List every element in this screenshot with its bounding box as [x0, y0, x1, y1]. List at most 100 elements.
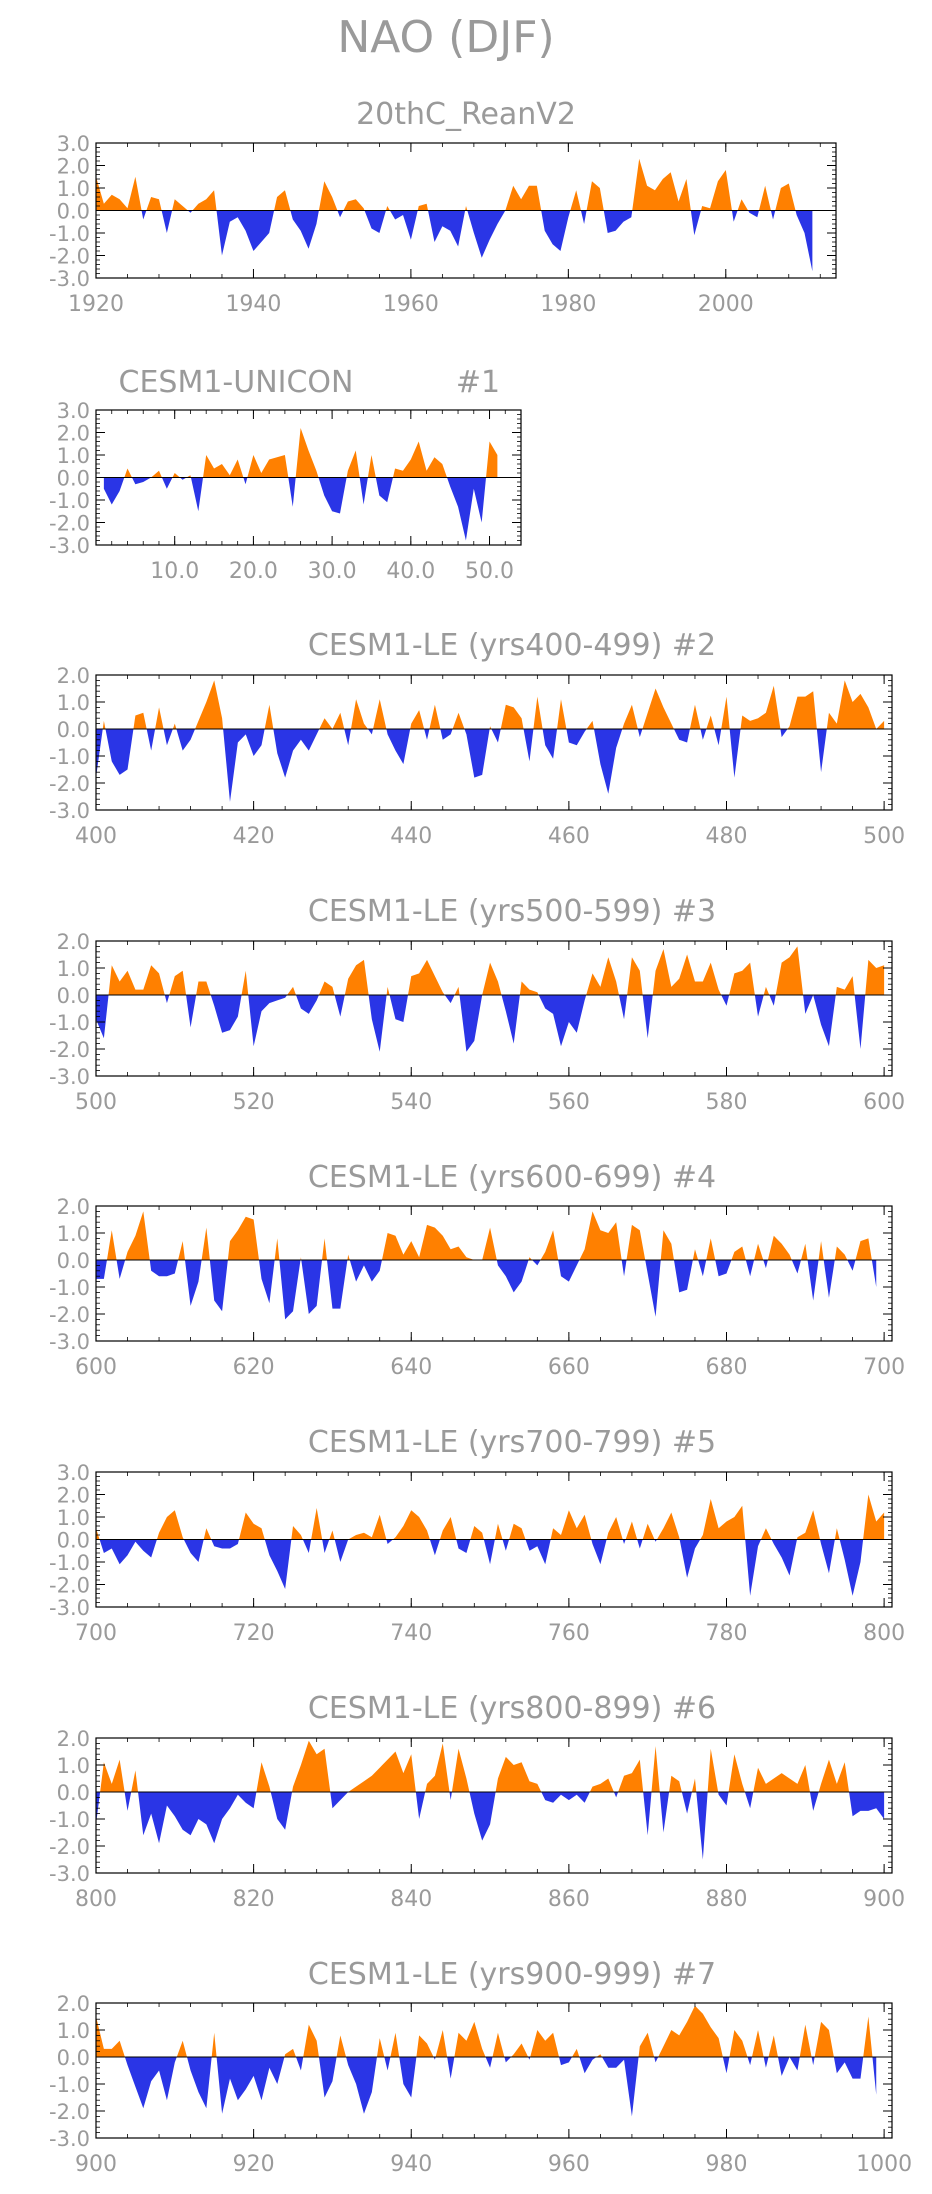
panel-tag: #1: [456, 365, 500, 400]
y-tick-label: 2.0: [57, 664, 90, 688]
positive-anomaly-area: [96, 158, 813, 211]
x-tick-label: 940: [390, 2152, 432, 2177]
y-tick-label: 0.0: [57, 718, 90, 742]
y-tick-label: 1.0: [57, 1222, 90, 1246]
x-tick-label: 800: [863, 1621, 905, 1646]
y-tick-label: 2.0: [57, 422, 90, 446]
y-tick-label: 2.0: [57, 1484, 90, 1508]
y-tick-label: -1.0: [49, 2073, 90, 2097]
negative-anomaly-area: [96, 210, 813, 272]
x-tick-label: 700: [75, 1621, 117, 1646]
y-tick-label: 3.0: [57, 399, 90, 423]
x-tick-label: 680: [705, 1355, 747, 1380]
y-tick-label: -1.0: [49, 745, 90, 769]
y-tick-label: 0.0: [57, 984, 90, 1008]
panel-title: CESM1-LE (yrs800-899) #6: [308, 1691, 716, 1726]
x-tick-label: 640: [390, 1355, 432, 1380]
negative-anomaly-area: [96, 1792, 885, 1860]
y-tick-label: 0.0: [57, 200, 90, 224]
y-tick-label: 1.0: [57, 957, 90, 981]
y-tick-label: -3.0: [49, 1330, 90, 1354]
y-tick-label: -2.0: [49, 245, 90, 269]
x-tick-label: 1920: [68, 292, 124, 317]
positive-anomaly-area: [103, 428, 498, 478]
panel-4: CESM1-LE (yrs500-599) #3 2.0 1.0 0.0 -1.0 -2.…: [49, 894, 905, 1115]
y-tick-label: 2.0: [57, 1992, 90, 2016]
y-tick-label: -3.0: [49, 267, 90, 291]
positive-anomaly-area: [96, 2005, 877, 2057]
plot-frame: [95, 1737, 893, 1874]
y-tick-label: -1.0: [49, 222, 90, 246]
y-tick-label: -1.0: [49, 1276, 90, 1300]
x-tick-label: 20.0: [229, 559, 278, 584]
negative-anomaly-area: [96, 1260, 877, 1320]
x-tick-label: 900: [863, 1887, 905, 1912]
x-tick-label: 620: [233, 1355, 275, 1380]
negative-anomaly-area: [96, 1539, 885, 1596]
x-tick-label: 800: [75, 1887, 117, 1912]
plot-frame: [95, 940, 893, 1077]
y-tick-label: 2.0: [57, 930, 90, 954]
y-tick-label: -1.0: [49, 1808, 90, 1832]
x-tick-label: 960: [548, 2152, 590, 2177]
x-tick-label: 820: [233, 1887, 275, 1912]
y-tick-label: 1.0: [57, 2019, 90, 2043]
y-tick-label: -3.0: [49, 534, 90, 558]
panel-1: 20thC_ReanV2 3.02.01.00.0-1.0-2.0-3.01920…: [49, 97, 837, 317]
x-tick-label: 540: [390, 1090, 432, 1115]
panel-title: CESM1-LE (yrs600-699) #4: [308, 1160, 716, 1195]
negative-anomaly-area: [103, 477, 498, 541]
y-tick-label: 1.0: [57, 691, 90, 715]
x-tick-label: 50.0: [465, 559, 514, 584]
y-tick-label: -3.0: [49, 1065, 90, 1089]
panel-title: CESM1-LE (yrs900-999) #7: [308, 1957, 716, 1992]
x-tick-label: 720: [233, 1621, 275, 1646]
y-tick-label: 0.0: [57, 467, 90, 491]
x-tick-label: 1980: [540, 292, 596, 317]
y-tick-label: 2.0: [57, 1727, 90, 1751]
negative-anomaly-area: [96, 2057, 877, 2117]
positive-anomaly-area: [96, 1494, 885, 1540]
panel-8: CESM1-LE (yrs900-999) #7 2.0 1.0 0.0 -1.0 -2.…: [49, 1957, 912, 2177]
panel-title: 20thC_ReanV2: [356, 97, 576, 132]
y-tick-label: 1.0: [57, 444, 90, 468]
panel-3: CESM1-LE (yrs400-499) #2 2.0 1.0 0.0 -1.0 -2.…: [49, 628, 905, 849]
x-tick-label: 2000: [698, 292, 754, 317]
y-tick-label: -2.0: [49, 1835, 90, 1859]
y-tick-label: 3.0: [57, 1461, 90, 1485]
plot-frame: [95, 1205, 893, 1342]
x-tick-label: 780: [705, 1621, 747, 1646]
y-tick-label: 1.0: [57, 1506, 90, 1530]
y-tick-label: 0.0: [57, 2046, 90, 2070]
positive-anomaly-area: [96, 1211, 877, 1260]
y-tick-label: 0.0: [57, 1529, 90, 1553]
x-tick-label: 440: [390, 824, 432, 849]
x-tick-label: 920: [233, 2152, 275, 2177]
x-tick-label: 520: [233, 1090, 275, 1115]
y-tick-label: 1.0: [57, 1754, 90, 1778]
negative-anomaly-area: [96, 729, 885, 802]
y-tick-label: -1.0: [49, 1551, 90, 1575]
y-tick-label: -3.0: [49, 799, 90, 823]
x-tick-label: 580: [705, 1090, 747, 1115]
x-tick-label: 500: [75, 1090, 117, 1115]
x-tick-label: 400: [75, 824, 117, 849]
x-tick-label: 600: [75, 1355, 117, 1380]
x-tick-label: 40.0: [386, 559, 435, 584]
x-tick-label: 660: [548, 1355, 590, 1380]
x-tick-label: 600: [863, 1090, 905, 1115]
x-tick-label: 900: [75, 2152, 117, 2177]
x-tick-label: 1960: [383, 292, 439, 317]
y-tick-label: -2.0: [49, 1574, 90, 1598]
x-tick-label: 420: [233, 824, 275, 849]
x-tick-label: 860: [548, 1887, 590, 1912]
positive-anomaly-area: [96, 680, 885, 729]
x-tick-label: 840: [390, 1887, 432, 1912]
plot-frame: [95, 674, 893, 811]
panel-6: CESM1-LE (yrs700-799) #5 3.02.01.00.0-1.0…: [49, 1425, 905, 1646]
x-tick-label: 480: [705, 824, 747, 849]
x-tick-label: 500: [863, 824, 905, 849]
panel-title: CESM1-LE (yrs700-799) #5: [308, 1425, 716, 1460]
negative-anomaly-area: [96, 995, 885, 1052]
